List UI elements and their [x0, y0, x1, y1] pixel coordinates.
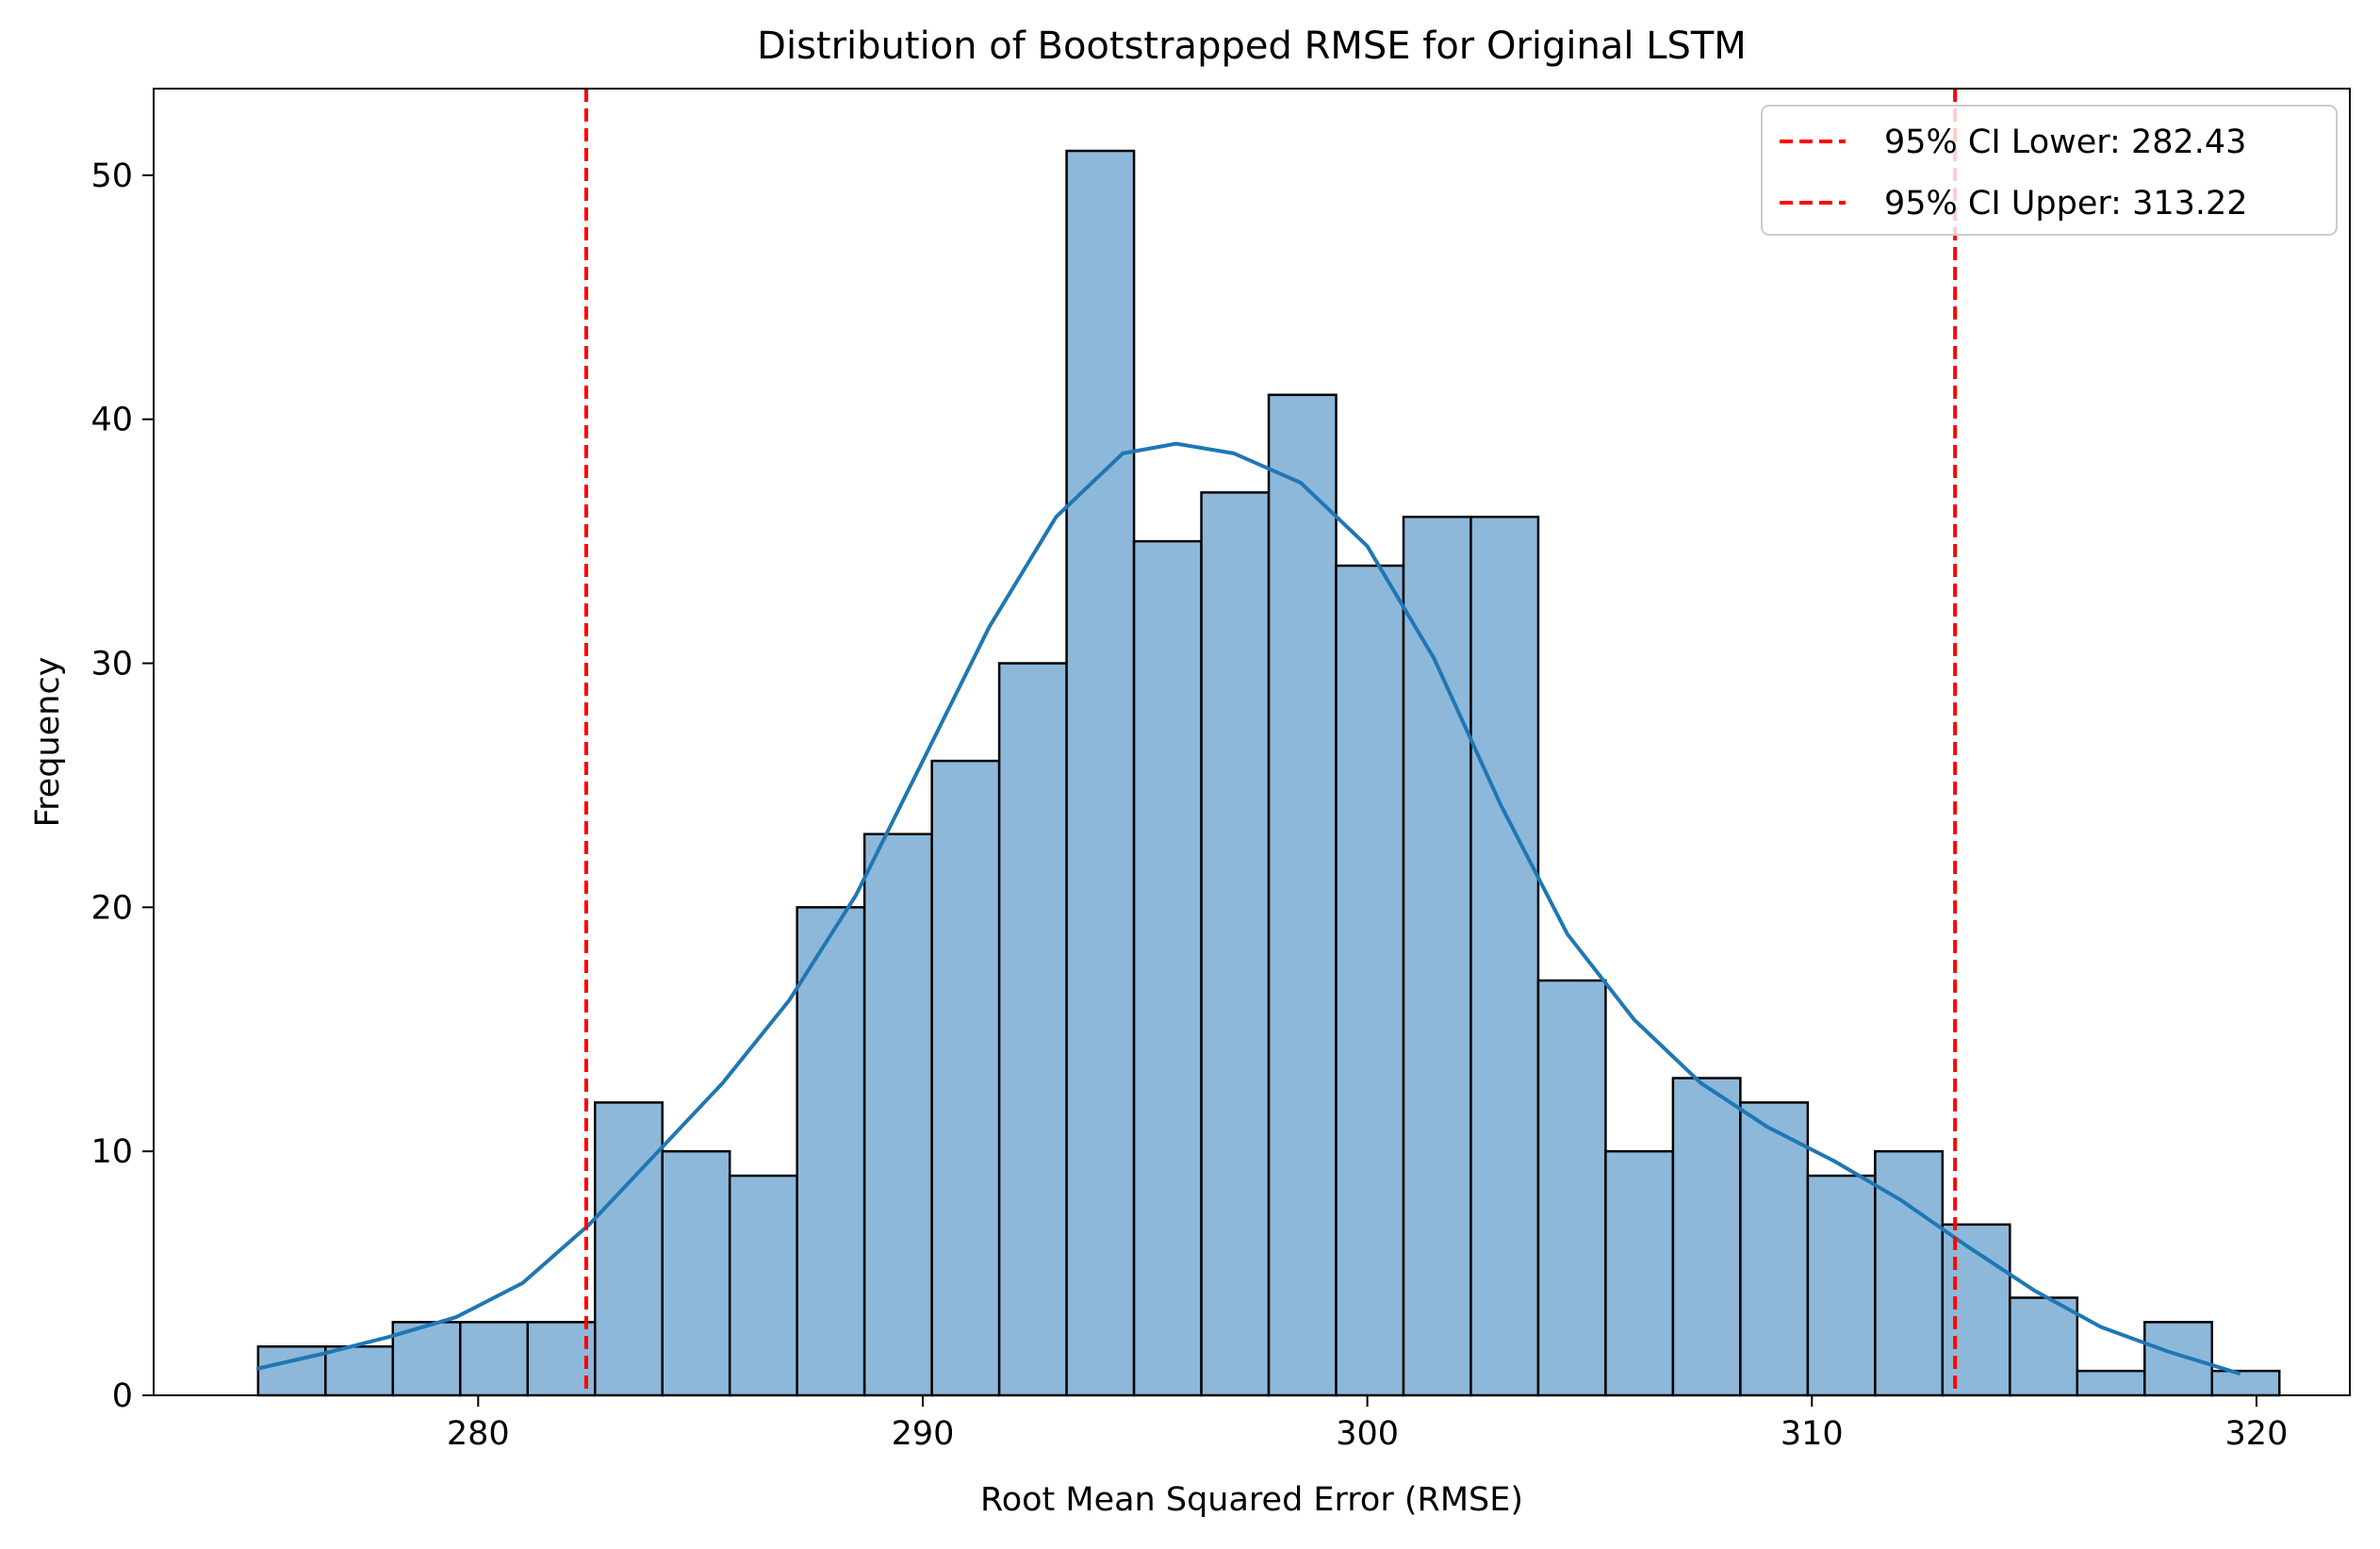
y-tick-label: 20 — [90, 889, 133, 927]
histogram-bar — [2143, 1321, 2214, 1397]
histogram-bar — [1604, 1149, 1675, 1397]
y-tick-label: 10 — [90, 1133, 133, 1171]
kde-curve — [255, 441, 2241, 1376]
histogram-bar — [2210, 1369, 2281, 1397]
histogram-bar — [1739, 1101, 1810, 1397]
histogram-bar — [1335, 564, 1405, 1397]
histogram-bar — [2009, 1296, 2079, 1397]
histogram-bar — [1469, 515, 1540, 1397]
histogram-bar — [1874, 1149, 1945, 1397]
histogram-bar — [796, 906, 866, 1397]
histogram-bar — [930, 759, 1001, 1397]
plot-frame — [153, 88, 2351, 1396]
histogram-bar — [459, 1321, 530, 1397]
y-axis-label: Frequency — [29, 657, 67, 828]
histogram-bar — [661, 1149, 731, 1397]
histogram-bar — [1402, 515, 1472, 1397]
histogram-bar — [1267, 393, 1338, 1397]
x-tick-label: 320 — [2225, 1415, 2289, 1453]
histogram-bar — [2076, 1369, 2146, 1397]
legend-label-ci-upper: 95% CI Upper: 313.22 — [1884, 185, 2248, 222]
histogram-bar — [728, 1174, 798, 1397]
histogram-bar — [997, 662, 1068, 1397]
histogram-bar — [1806, 1174, 1877, 1397]
y-tick-label: 50 — [90, 157, 133, 195]
x-tick-label: 290 — [892, 1415, 955, 1453]
x-axis-label: Root Mean Squared Error (RMSE) — [980, 1481, 1523, 1519]
legend: 95% CI Lower: 282.43 95% CI Upper: 313.2… — [1761, 105, 2338, 236]
y-ticks: 0 10 20 30 40 50 — [90, 157, 154, 1415]
ci-lines-layer — [583, 89, 1958, 1395]
histogram-bar — [593, 1101, 664, 1397]
histogram-bar — [1132, 539, 1203, 1397]
histogram-bar — [1671, 1077, 1742, 1397]
y-tick-label: 0 — [112, 1377, 133, 1415]
bars-layer — [256, 149, 2281, 1397]
x-tick-label: 280 — [447, 1415, 510, 1453]
histogram-bar — [1065, 149, 1136, 1397]
chart-title: Distribution of Bootstrapped RMSE for Or… — [757, 25, 1747, 68]
histogram-bar — [324, 1344, 395, 1397]
x-ticks: 280 290 300 310 320 — [447, 1395, 2288, 1453]
x-tick-label: 310 — [1781, 1415, 1844, 1453]
y-tick-label: 30 — [90, 646, 133, 684]
legend-label-ci-lower: 95% CI Lower: 282.43 — [1884, 124, 2246, 161]
y-tick-label: 40 — [90, 402, 133, 439]
kde-layer — [255, 441, 2241, 1376]
histogram-bar — [1200, 491, 1271, 1397]
histogram-bar — [1536, 979, 1607, 1397]
legend-box — [1761, 105, 2338, 236]
histogram-bar — [862, 832, 933, 1397]
x-tick-label: 300 — [1336, 1415, 1399, 1453]
